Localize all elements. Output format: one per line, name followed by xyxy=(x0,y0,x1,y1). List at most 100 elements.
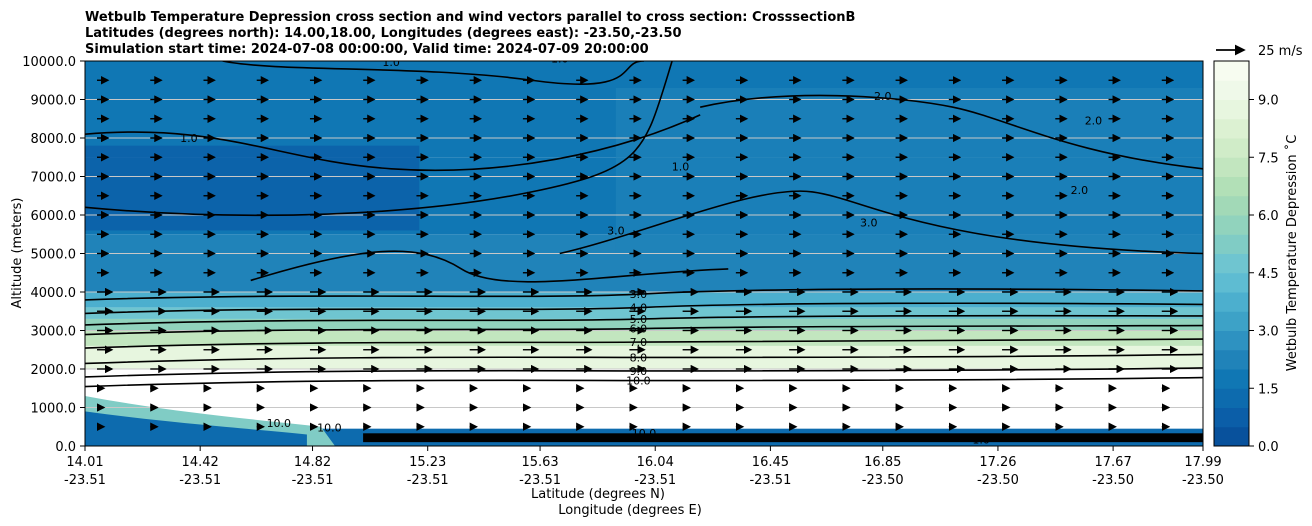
chart-title-line-3: Simulation start time: 2024-07-08 00:00:… xyxy=(85,42,649,57)
x-tick-label-latitude: 15.63 xyxy=(521,455,558,470)
colorbar-swatch xyxy=(1214,234,1249,254)
upper-contour-label: 1.0 xyxy=(551,53,569,66)
surface-moist-region xyxy=(85,411,307,446)
x-axis-label-latitude: Latitude (degrees N) xyxy=(531,487,665,502)
colorbar-swatch xyxy=(1214,157,1249,177)
x-tick-label-latitude: 14.82 xyxy=(294,455,331,470)
chart-title-line-1: Wetbulb Temperature Depression cross sec… xyxy=(85,10,855,25)
contour-label: 8.0 xyxy=(630,351,648,364)
colorbar-swatch xyxy=(1214,215,1249,235)
y-tick-label: 6000.0 xyxy=(31,209,77,224)
upper-contour-label: 2.0 xyxy=(1085,115,1103,128)
colorbar-swatch xyxy=(1214,80,1249,100)
colorbar-swatch xyxy=(1214,138,1249,158)
x-tick-label-latitude: 14.42 xyxy=(182,455,219,470)
x-tick-label-longitude: -23.50 xyxy=(862,473,904,488)
x-tick-label-longitude: -23.51 xyxy=(407,473,449,488)
contour-label: 5.0 xyxy=(630,313,648,326)
y-tick-label: 8000.0 xyxy=(31,132,77,147)
colorbar-swatch xyxy=(1214,99,1249,120)
x-tick-label-latitude: 15.23 xyxy=(409,455,446,470)
upper-contour-line-5 xyxy=(222,61,645,85)
contour-line-7.0 xyxy=(85,338,1203,349)
upper-contour-line-3 xyxy=(559,190,1203,255)
colorbar-tick-label: 3.0 xyxy=(1258,325,1279,340)
x-tick-label-latitude: 16.45 xyxy=(752,455,789,470)
upper-contour-line-2 xyxy=(250,250,729,283)
upper-contour-line-4 xyxy=(700,94,1203,170)
contour-label: 6.0 xyxy=(630,323,648,336)
plot-area: 3.04.05.06.07.08.09.010.01.0 1.01.01.02.0… xyxy=(85,53,1203,446)
x-tick-label-longitude: -23.50 xyxy=(1092,473,1134,488)
y-tick-label: 2000.0 xyxy=(31,363,77,378)
upper-contour-label: 1.0 xyxy=(672,161,690,174)
colorbar-swatch xyxy=(1214,272,1249,293)
x-tick-label-longitude: -23.50 xyxy=(977,473,1019,488)
x-tick-label-longitude: -23.51 xyxy=(749,473,791,488)
upper-contour-label: 3.0 xyxy=(607,224,625,237)
y-tick-label: 10000.0 xyxy=(22,55,76,70)
colorbar-tick-label: 1.5 xyxy=(1258,382,1279,397)
colorbar-swatch xyxy=(1214,253,1249,274)
quiver-key-label: 25 m/s xyxy=(1258,44,1303,59)
y-axis-label: Altitude (meters) xyxy=(10,198,25,309)
upper-contour-line-1 xyxy=(85,61,673,217)
colorbar-swatch xyxy=(1214,292,1249,312)
colorbar-swatch xyxy=(1214,426,1249,447)
colorbar-swatch xyxy=(1214,407,1249,428)
colorbar-swatches xyxy=(1214,61,1249,447)
x-tick-label-latitude: 16.04 xyxy=(637,455,674,470)
y-tick-label: 3000.0 xyxy=(31,325,77,340)
x-tick-label-longitude: -23.51 xyxy=(179,473,221,488)
contour-line-8.0 xyxy=(85,353,1203,365)
colorbar-label: Wetbulb Temperature Depression ˚C xyxy=(1284,135,1300,372)
x-tick-label-latitude: 16.85 xyxy=(864,455,901,470)
colorbar-tick-label: 4.5 xyxy=(1258,267,1279,282)
colorbar-swatch xyxy=(1214,349,1249,370)
filled-contours xyxy=(85,61,1203,446)
contour-label: 3.0 xyxy=(630,288,648,301)
surface-contour-label: 10.0 xyxy=(267,417,292,430)
colorbar-tick-label: 0.0 xyxy=(1258,440,1279,455)
x-tick-label-latitude: 17.67 xyxy=(1095,455,1132,470)
chart-title-line-2: Latitudes (degrees north): 14.00,18.00, … xyxy=(85,26,682,41)
x-tick-label-longitude: -23.50 xyxy=(1182,473,1224,488)
y-axis-ticks: 0.0 1000.0 2000.0 3000.0 4000.0 5000.0 6000.0 7… xyxy=(22,55,85,455)
contour-band-upper-east xyxy=(615,87,1203,254)
x-tick-label-latitude: 17.26 xyxy=(979,455,1016,470)
contour-label: 7.0 xyxy=(630,336,648,349)
x-tick-label-longitude: -23.51 xyxy=(519,473,561,488)
quiver-key: 25 m/s xyxy=(1216,44,1303,59)
surface-contour-label: 10.0 xyxy=(632,427,657,440)
x-tick-label-latitude: 17.99 xyxy=(1184,455,1221,470)
contour-line-5.0 xyxy=(85,314,1203,326)
surface-contour-label: 1.0 xyxy=(972,433,990,446)
contour-label: 10.0 xyxy=(626,375,651,388)
upper-contour-label: 2.0 xyxy=(874,90,892,103)
colorbar-ticks: 0.0 1.5 3.0 4.5 6.0 7.5 9.0 xyxy=(1249,94,1279,455)
wind-vectors xyxy=(97,76,1179,431)
upper-contour-label: 1.0 xyxy=(180,132,198,145)
colorbar-tick-label: 6.0 xyxy=(1258,209,1279,224)
colorbar: 0.0 1.5 3.0 4.5 6.0 7.5 9.0 Wetbulb Temperatur… xyxy=(1213,60,1300,455)
x-tick-label-longitude: -23.51 xyxy=(634,473,676,488)
colorbar-swatch xyxy=(1214,61,1249,81)
colorbar-frame xyxy=(1213,60,1250,447)
y-tick-label: 0.0 xyxy=(55,440,76,455)
upper-contour-label: 1.0 xyxy=(382,56,400,69)
contour-band-4 xyxy=(85,318,1203,331)
colorbar-tick-label: 9.0 xyxy=(1258,94,1279,109)
colorbar-swatch xyxy=(1214,118,1249,139)
upper-contour-label: 2.0 xyxy=(1071,184,1089,197)
surface-contour-label: 10.0 xyxy=(317,421,342,434)
surface-contour-cluster xyxy=(363,433,1203,443)
colorbar-swatch xyxy=(1214,388,1249,408)
y-tick-label: 4000.0 xyxy=(31,286,77,301)
x-tick-label-latitude: 14.01 xyxy=(66,455,103,470)
colorbar-swatch xyxy=(1214,369,1249,389)
colorbar-swatch xyxy=(1214,195,1249,216)
x-tick-label-longitude: -23.51 xyxy=(64,473,106,488)
colorbar-tick-label: 7.5 xyxy=(1258,151,1279,166)
y-tick-label: 7000.0 xyxy=(31,171,77,186)
colorbar-swatch xyxy=(1214,176,1249,197)
